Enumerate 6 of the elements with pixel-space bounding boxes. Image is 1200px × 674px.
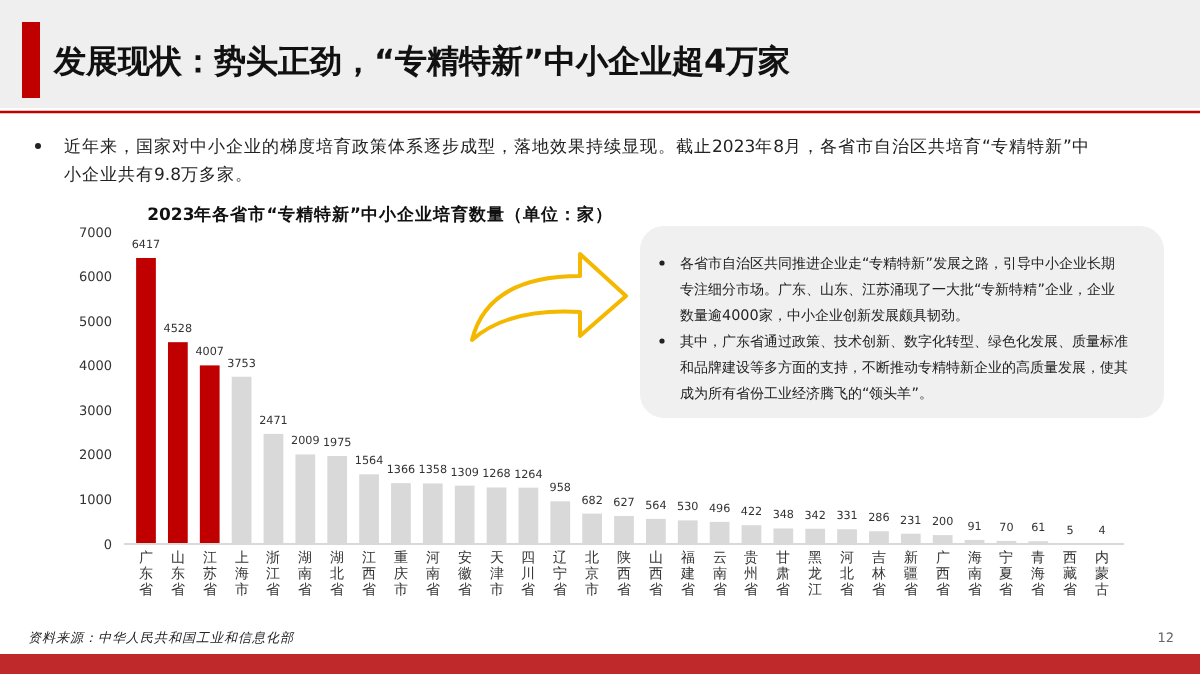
bar	[199, 365, 220, 544]
chart-subtitle: 2023年各省市“专精特新”中小企业培育数量（单位：家）	[147, 202, 613, 226]
chart-title: 发展现状：势头正劲，“专精特新”中小企业超4万家	[52, 42, 791, 80]
bar	[136, 257, 156, 544]
text: 近年来，国家对中小企业的梯度培育政策体系逐步成型，落地效果持续显现。截止2023年8月，各省市自治区共培育“专精特新”中小企业共有9.8万多家。	[64, 136, 1090, 186]
bar	[167, 342, 188, 544]
